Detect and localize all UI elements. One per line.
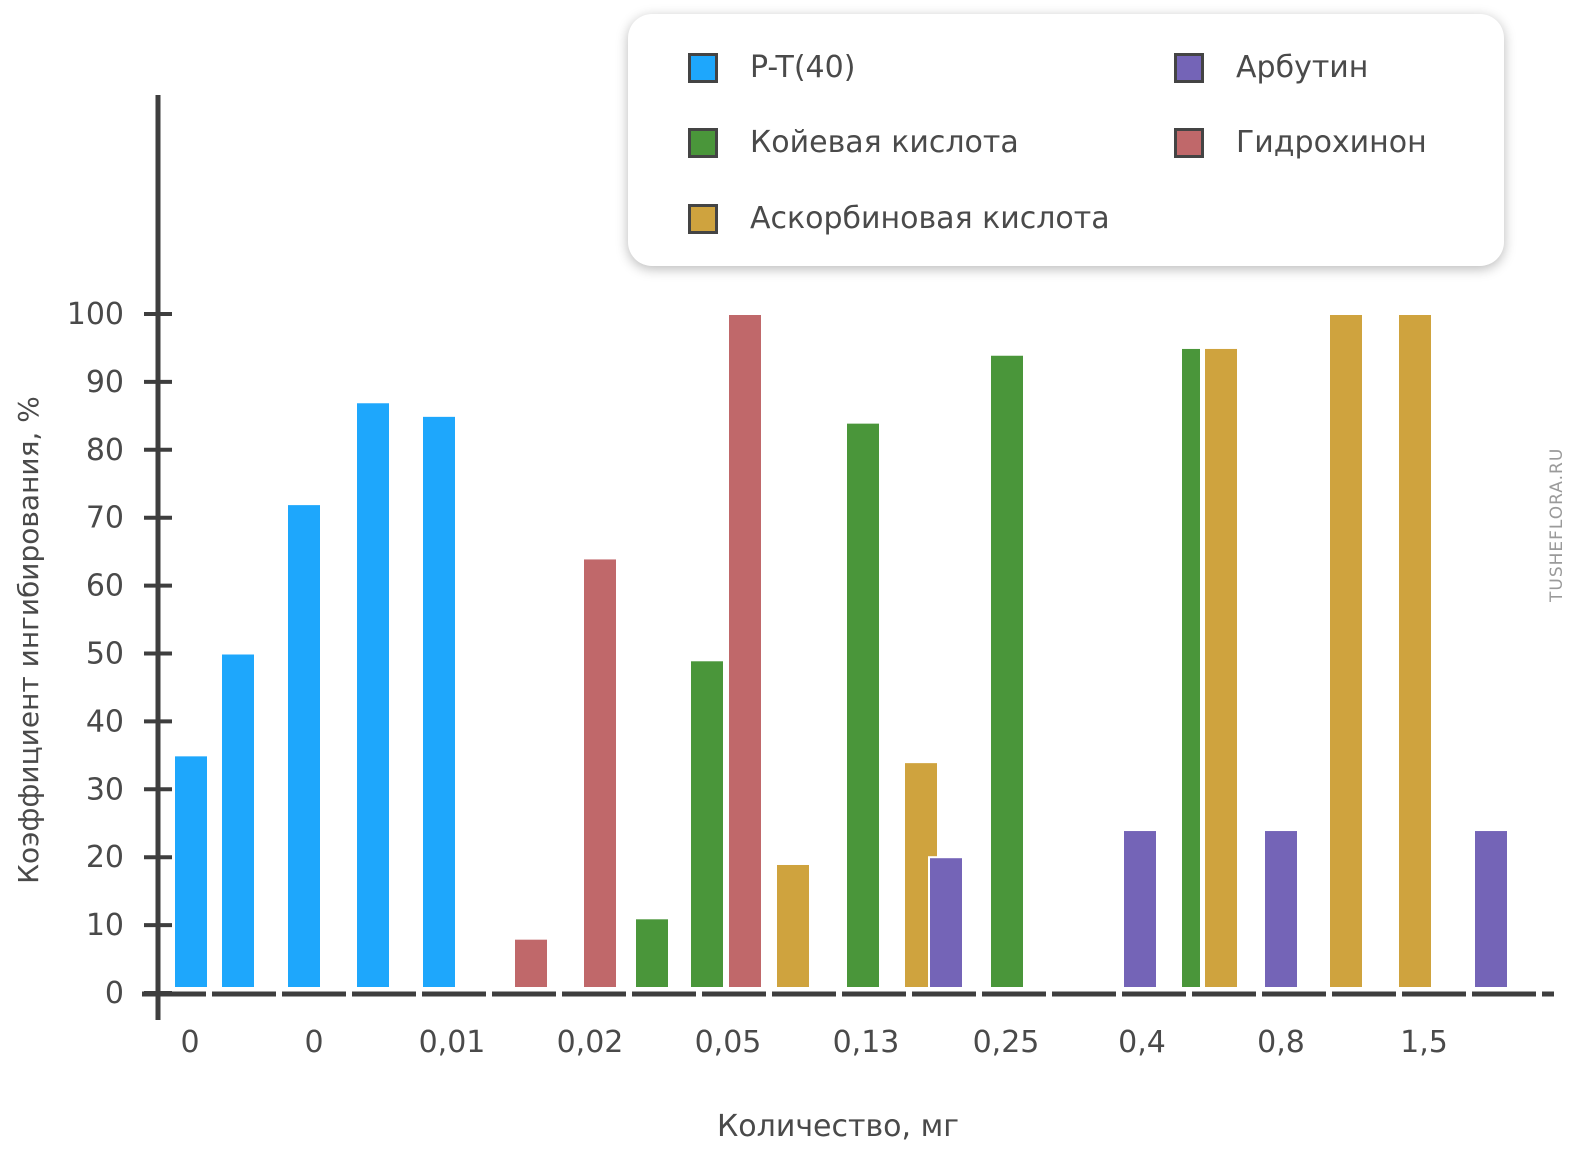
bar-pt40: [173, 754, 209, 989]
x-tick-label: 0,8: [1257, 1025, 1305, 1060]
x-axis-label: Количество, мг: [717, 1109, 959, 1144]
y-tick-label: 20: [86, 840, 124, 875]
bar-pt40: [355, 401, 391, 989]
legend-swatch-hydroquinone: [1174, 127, 1204, 158]
x-tick-label: 0,4: [1118, 1025, 1166, 1060]
y-tick-label: 50: [86, 637, 124, 672]
bar-hydroquinone: [513, 937, 549, 989]
bar-kojic-acid: [989, 353, 1025, 989]
legend-swatch-pt40: [688, 52, 718, 83]
y-ticks: 0 10 20 30 40 50 60 70 80 90 100: [67, 297, 172, 1011]
legend-label-kojic-acid: Койевая кислота: [750, 125, 1019, 160]
bar-kojic-acid: [634, 917, 670, 989]
bar-kojic-acid: [845, 421, 881, 989]
bar-arbutin: [1263, 829, 1299, 989]
legend-item-ascorbic-acid: Аскорбиновая кислота: [688, 201, 1110, 236]
x-tick-labels: 0 0 0,01 0,02 0,05 0,13 0,25 0,4 0,8 1,5: [180, 1025, 1447, 1060]
x-tick-label: 0,05: [695, 1025, 762, 1060]
y-tick-label: 70: [86, 501, 124, 536]
y-tick-label: 30: [86, 772, 124, 807]
bar-hydroquinone: [582, 557, 618, 989]
x-tick-label: 0,01: [419, 1025, 486, 1060]
legend: P-T(40) Койевая кислота Аскорбиновая кис…: [628, 14, 1504, 266]
y-tick-label: 40: [86, 704, 124, 739]
watermark: TUSHEFLORA.RU: [1547, 447, 1567, 603]
bar-pt40: [286, 503, 322, 989]
y-tick-label: 90: [86, 365, 124, 400]
legend-label-arbutin: Арбутин: [1236, 50, 1369, 85]
bar-kojic-acid: [689, 659, 725, 989]
bar-pt40: [220, 652, 256, 989]
x-tick-label: 1,5: [1400, 1025, 1448, 1060]
legend-item-hydroquinone: Гидрохинон: [1174, 125, 1427, 160]
bar-arbutin: [1122, 829, 1158, 989]
x-tick-label: 0: [304, 1025, 323, 1060]
bar-pt40: [421, 414, 457, 990]
bar-ascorbic-acid: [1397, 313, 1433, 989]
y-tick-label: 100: [67, 297, 124, 332]
x-tick-label: 0,25: [973, 1025, 1040, 1060]
bars-layer: [173, 313, 1509, 990]
legend-swatch-ascorbic-acid: [688, 203, 718, 234]
legend-item-arbutin: Арбутин: [1174, 50, 1368, 85]
y-axis-label: Коэффициент ингибирования, %: [12, 396, 45, 884]
legend-item-pt40: P-T(40): [688, 50, 855, 85]
x-tick-label: 0,13: [833, 1025, 900, 1060]
bar-arbutin: [928, 856, 964, 990]
bar-ascorbic-acid: [1203, 346, 1239, 989]
x-tick-label: 0,02: [557, 1025, 624, 1060]
legend-label-hydroquinone: Гидрохинон: [1236, 125, 1427, 160]
legend-swatch-kojic-acid: [688, 127, 718, 158]
legend-label-ascorbic-acid: Аскорбиновая кислота: [750, 201, 1110, 236]
bar-kojic-acid: [1180, 346, 1202, 989]
y-tick-label: 0: [105, 976, 124, 1011]
bar-hydroquinone: [727, 313, 763, 989]
y-tick-label: 80: [86, 433, 124, 468]
legend-label-pt40: P-T(40): [750, 50, 856, 85]
bar-arbutin: [1473, 829, 1509, 989]
bar-ascorbic-acid: [775, 862, 811, 989]
y-tick-label: 60: [86, 569, 124, 604]
bar-ascorbic-acid: [1328, 313, 1364, 989]
legend-swatch-arbutin: [1174, 52, 1204, 83]
y-tick-label: 10: [86, 908, 124, 943]
x-tick-label: 0: [180, 1025, 199, 1060]
legend-item-kojic-acid: Койевая кислота: [688, 125, 1019, 160]
